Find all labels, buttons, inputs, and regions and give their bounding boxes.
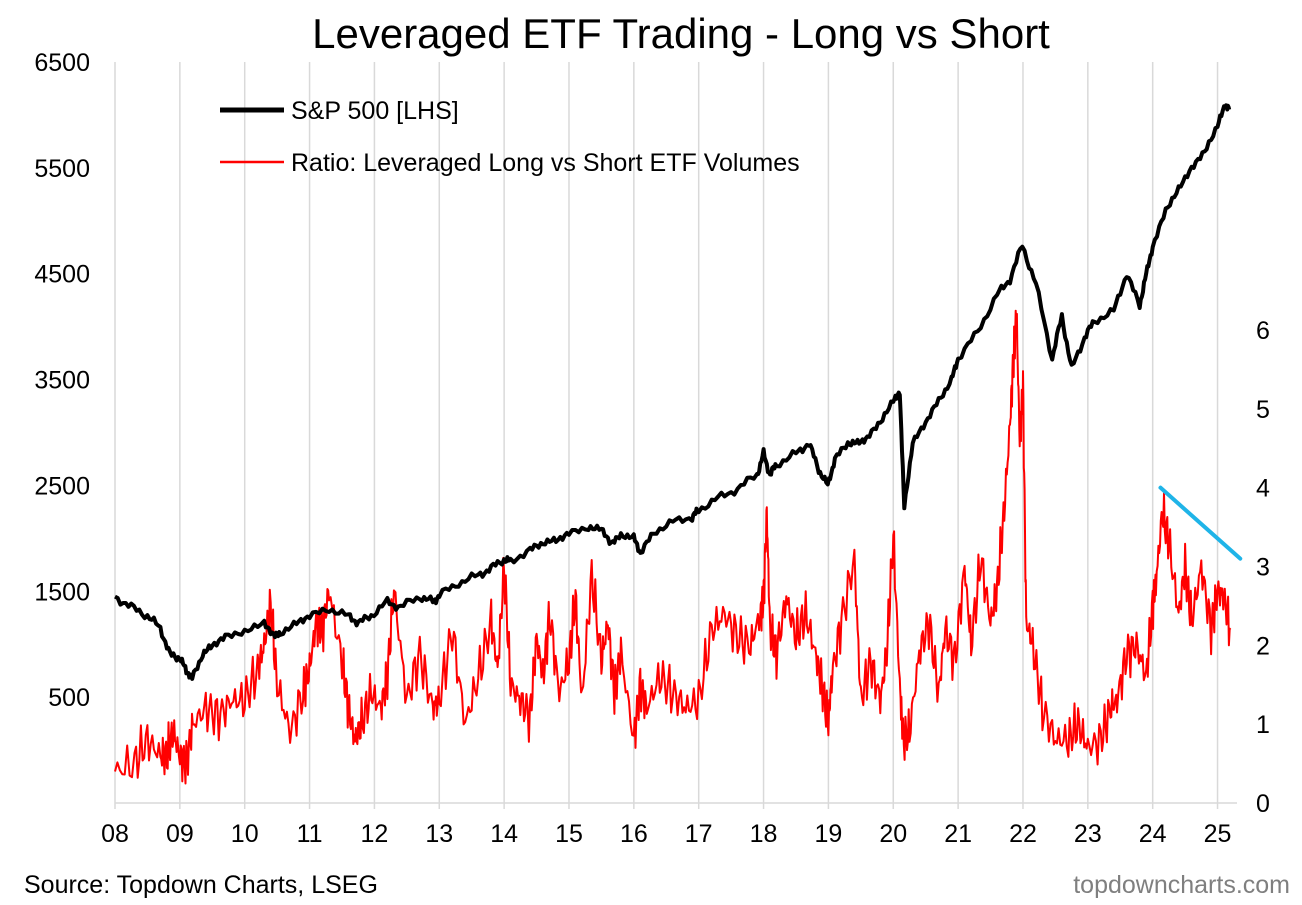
left-tick-label: 4500 xyxy=(34,261,90,289)
x-tick-label: 08 xyxy=(101,820,129,848)
chart-title: Leveraged ETF Trading - Long vs Short xyxy=(312,10,1050,57)
left-tick-label: 3500 xyxy=(34,367,90,395)
left-axis: 500 1500 2500 3500 4500 5500 6500 xyxy=(34,49,90,712)
brand-watermark: topdowncharts.com xyxy=(1073,871,1290,899)
x-tick-label: 21 xyxy=(944,820,972,848)
x-tick-label: 25 xyxy=(1204,820,1232,848)
x-tick-label: 10 xyxy=(231,820,259,848)
x-tick-label: 18 xyxy=(750,820,778,848)
x-tick-label: 15 xyxy=(555,820,583,848)
series-line-sp500 xyxy=(114,103,1232,681)
left-tick-label: 6500 xyxy=(34,49,90,77)
right-tick-label: 2 xyxy=(1256,632,1270,660)
left-tick-label: 1500 xyxy=(34,578,90,606)
legend-label-sp500: S&P 500 [LHS] xyxy=(291,97,459,125)
left-tick-label: 500 xyxy=(48,684,90,712)
x-tick-label: 19 xyxy=(815,820,843,848)
series-group xyxy=(114,103,1243,785)
legend: S&P 500 [LHS] Ratio: Leveraged Long vs S… xyxy=(220,97,800,177)
x-tick-label: 22 xyxy=(1009,820,1037,848)
source-note: Source: Topdown Charts, LSEG xyxy=(24,871,378,899)
x-tick-label: 20 xyxy=(879,820,907,848)
x-tick-label: 24 xyxy=(1139,820,1167,848)
trendline xyxy=(1158,485,1243,561)
left-tick-label: 5500 xyxy=(34,155,90,183)
x-tick-label: 09 xyxy=(166,820,194,848)
right-tick-label: 1 xyxy=(1256,711,1270,739)
right-tick-label: 3 xyxy=(1256,554,1270,582)
x-tick-label: 16 xyxy=(620,820,648,848)
left-tick-label: 2500 xyxy=(34,472,90,500)
right-tick-label: 5 xyxy=(1256,396,1270,424)
gridlines xyxy=(114,62,1219,803)
right-tick-label: 6 xyxy=(1256,317,1270,345)
x-tick-label: 13 xyxy=(425,820,453,848)
series-line-ratio xyxy=(114,309,1232,785)
legend-label-ratio: Ratio: Leveraged Long vs Short ETF Volum… xyxy=(291,149,800,177)
x-tick-label: 11 xyxy=(297,820,323,848)
x-tick-label: 23 xyxy=(1074,820,1102,848)
right-tick-label: 0 xyxy=(1256,790,1270,818)
x-tick-label: 12 xyxy=(361,820,389,848)
x-axis: 08 09 10 11 12 13 14 15 16 17 18 19 20 21 22 23 24 25 xyxy=(101,803,1231,848)
right-axis: 0 1 2 3 4 5 6 xyxy=(1256,317,1270,818)
right-tick-label: 4 xyxy=(1256,475,1270,503)
x-tick-label: 17 xyxy=(685,820,713,848)
x-tick-label: 14 xyxy=(490,820,518,848)
